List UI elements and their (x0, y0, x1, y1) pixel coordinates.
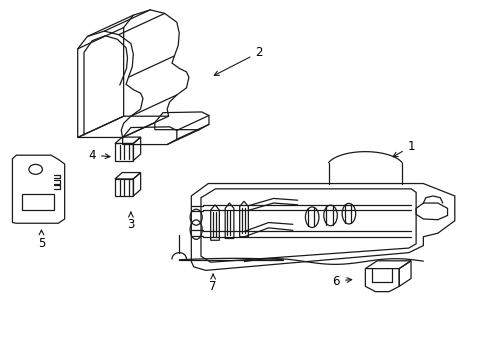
Text: 6: 6 (332, 275, 351, 288)
Text: 7: 7 (209, 274, 216, 293)
Text: 1: 1 (392, 140, 414, 157)
Text: 2: 2 (214, 46, 262, 75)
Text: 5: 5 (38, 230, 45, 250)
Text: 3: 3 (127, 212, 134, 231)
Text: 4: 4 (88, 149, 110, 162)
